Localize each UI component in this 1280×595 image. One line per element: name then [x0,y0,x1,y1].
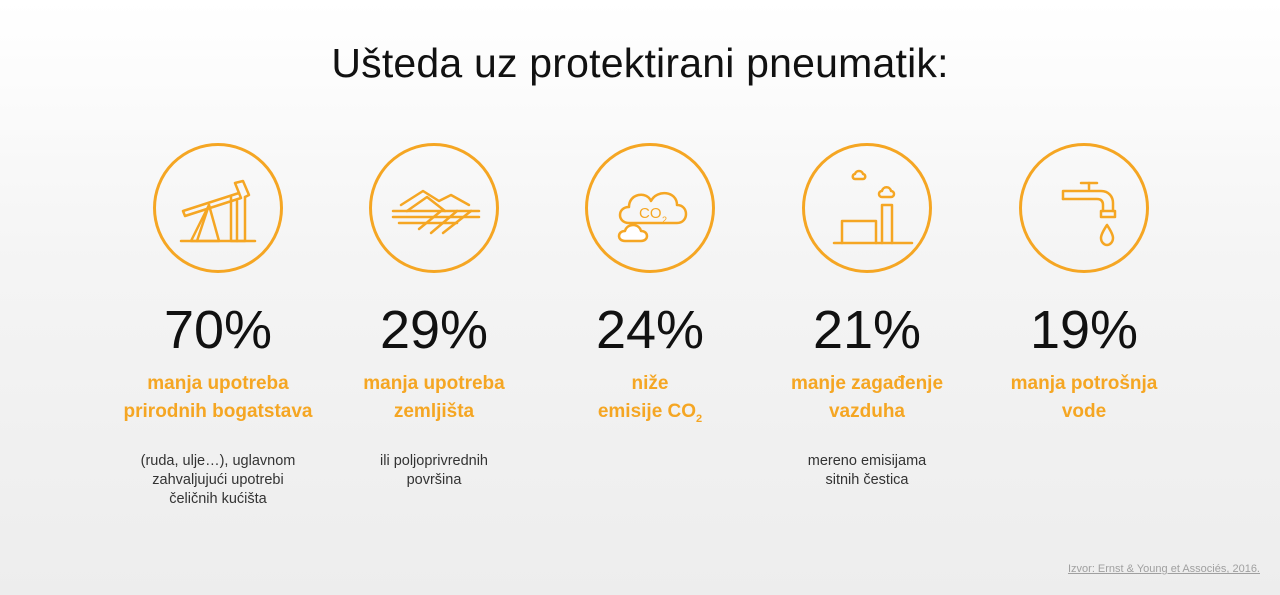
co2-icon-subscript: 2 [662,215,667,225]
note-line-2: zahvaljujući upotrebi [152,472,284,488]
note-line-2: sitnih čestica [825,472,909,488]
stat-note: mereno emisijama sitnih čestica [747,452,987,490]
co2-icon-label: CO [639,205,662,222]
headline-line-2: prirodnih bogatstava [123,401,313,422]
note-line-1: ili poljoprivrednih [380,453,488,469]
stat-headline: manja potrošnja vode [964,370,1204,426]
factory-icon [832,169,914,245]
headline-line-2: zemljišta [393,401,475,422]
note-line-1: mereno emisijama [807,453,927,469]
stat-headline: manja upotreba prirodnih bogatstava [98,370,338,426]
headline-line-2: emisije CO2 [530,398,770,433]
page-title: Ušteda uz protektirani pneumatik: [331,40,949,86]
source-citation: Izvor: Ernst & Young et Associés, 2016. [1067,563,1260,575]
stat-value: 70% [163,300,273,360]
headline-line-1: manja potrošnja [1010,373,1158,394]
headline-co2-subscript: 2 [696,412,703,425]
stat-value: 24% [595,300,705,360]
water-tap-icon [1061,181,1117,247]
headline-co2-text: emisije CO [597,401,697,422]
stat-water-use: 19% manja potrošnja vode [964,143,1204,426]
oil-pump-icon [179,179,257,243]
stat-natural-resources: 70% manja upotreba prirodnih bogatstava … [98,143,338,509]
headline-line-2: vode [1061,401,1107,422]
stat-co2-emissions: CO 2 24% niže emisije CO2 [530,143,770,433]
stat-land-use: 29% manja upotreba zemljišta ili poljopr… [314,143,554,490]
note-line-3: čeličnih kućišta [169,491,267,507]
icon-circle [1019,143,1149,273]
headline-line-1: manja upotreba [147,373,289,394]
stat-value: 29% [379,300,489,360]
icon-circle: CO 2 [585,143,715,273]
icon-circle [369,143,499,273]
headline-line-2: vazduha [828,401,906,422]
headline-line-1: niže [631,373,669,394]
note-line-2: površina [406,472,462,488]
stat-headline: manja upotreba zemljišta [314,370,554,426]
stat-value: 19% [1029,300,1139,360]
stat-headline: niže emisije CO2 [530,370,770,433]
co2-cloud-icon: CO 2 [617,192,688,243]
icon-circle [802,143,932,273]
headline-line-1: manje zagađenje [790,373,944,394]
stat-air-pollution: 21% manje zagađenje vazduha mereno emisi… [747,143,987,490]
note-line-1: (ruda, ulje…), uglavnom [140,453,296,469]
stat-headline: manje zagađenje vazduha [747,370,987,426]
stat-value: 21% [812,300,922,360]
stat-note: ili poljoprivrednih površina [314,452,554,490]
icon-circle [153,143,283,273]
stat-note: (ruda, ulje…), uglavnom zahvaljujući upo… [98,452,338,509]
farmland-icon [391,189,481,235]
headline-line-1: manja upotreba [363,373,505,394]
